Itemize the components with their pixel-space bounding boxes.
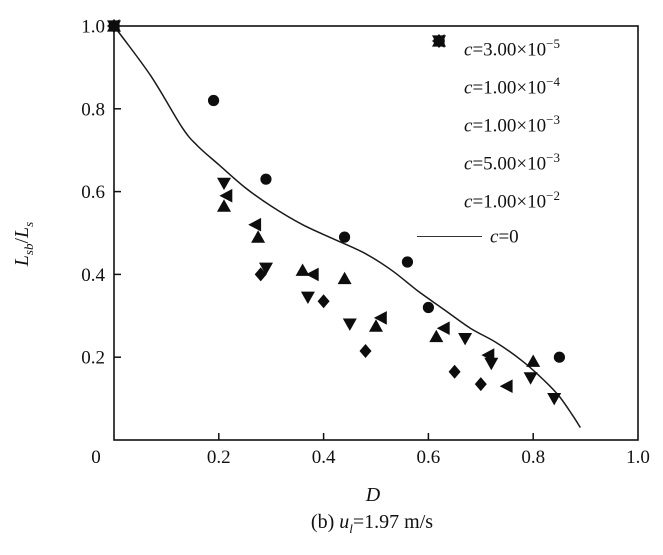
data-point-circle	[260, 173, 272, 185]
data-point-circle	[207, 94, 220, 107]
data-point-triangle-left	[499, 379, 513, 393]
figure-caption: (b) ul=1.97 m/s	[242, 511, 502, 537]
legend-label: c=3.00×10−5	[464, 36, 560, 61]
data-point-triangle-down	[547, 393, 562, 406]
data-point-triangle-down	[484, 357, 499, 371]
x-tick-label: 1.0	[626, 447, 650, 468]
y-axis-label-sub2: s	[21, 221, 36, 227]
data-point-triangle-up	[526, 354, 541, 367]
data-point-triangle-up	[217, 199, 231, 212]
data-point-triangle-left	[436, 321, 450, 335]
caption-subscript: l	[349, 521, 353, 536]
data-point-circle	[338, 231, 351, 243]
legend-line-icon	[417, 235, 482, 237]
legend-item: c=5.00×10−3	[426, 34, 640, 182]
y-axis-label-slash: /	[11, 237, 33, 244]
data-point-triangle-up	[369, 319, 383, 332]
data-point-diamond	[317, 294, 330, 309]
caption-value: =1.97 m/s	[352, 511, 434, 533]
x-axis-label: D	[365, 484, 381, 506]
legend-item: c=1.00×10−2	[426, 34, 640, 220]
caption-prefix: (b)	[310, 511, 340, 533]
data-point-triangle-down	[259, 262, 273, 275]
y-tick-label: 0.8	[81, 99, 105, 120]
data-point-triangle-left	[305, 267, 319, 282]
data-point-circle	[553, 351, 566, 363]
data-point-triangle-down	[342, 318, 357, 331]
data-point-triangle-down	[458, 333, 473, 346]
legend-item: c=1.00×10−4	[426, 34, 640, 106]
data-point-diamond	[448, 364, 461, 379]
legend-label: c=1.00×10−3	[464, 112, 560, 137]
y-axis-label-L1: L	[11, 255, 33, 267]
x-tick-label: 0.6	[417, 447, 441, 468]
curve-c0	[113, 25, 582, 429]
y-axis-label-L2: L	[11, 226, 33, 238]
legend-triangle-left-icon	[431, 34, 445, 48]
data-point-triangle-left	[373, 311, 387, 325]
legend-label: c=1.00×10−4	[464, 74, 560, 99]
x-tick-label: 0.8	[521, 447, 545, 468]
legend-label: c=5.00×10−3	[464, 150, 560, 175]
data-point-diamond	[359, 344, 372, 358]
y-axis-label: Lsb/Ls	[11, 183, 37, 305]
data-point-triangle-left	[219, 188, 233, 203]
x-tick-label: 0.2	[207, 447, 231, 468]
legend-item: c=1.00×10−3	[426, 35, 640, 144]
data-point-diamond	[254, 267, 267, 282]
data-point-triangle-down	[217, 177, 231, 191]
y-tick-label: 1.0	[81, 17, 105, 38]
y-axis-label-sub1: sb	[21, 243, 36, 256]
data-point-diamond	[474, 377, 487, 392]
data-point-circle	[422, 301, 434, 314]
y-tick-label: 0.2	[81, 348, 105, 369]
legend-label: c=0	[490, 226, 519, 248]
data-point-triangle-left	[106, 19, 120, 33]
caption-variable: u	[339, 511, 350, 533]
legend-item: c=3.00×10−5	[426, 30, 640, 68]
x-tick-label: 0	[91, 447, 101, 468]
data-point-triangle-down	[300, 291, 315, 304]
plot-box	[113, 25, 639, 441]
data-point-triangle-up	[337, 271, 352, 285]
data-point-triangle-down	[523, 372, 538, 385]
legend-marker-triangle-left	[431, 34, 445, 48]
legend: c=3.00×10−5 c=1.00×10−4 c=1.00×10−3 c=5.…	[417, 30, 640, 252]
legend-item: c=0	[417, 220, 640, 252]
data-point-triangle-up	[295, 263, 310, 276]
x-tick-label: 0.4	[312, 447, 336, 468]
y-tick-label: 0.6	[81, 182, 105, 203]
data-point-triangle-up	[251, 230, 266, 243]
y-tick-label: 0.4	[81, 265, 105, 286]
data-point-circle	[401, 256, 414, 268]
data-point-triangle-up	[429, 329, 444, 343]
data-point-triangle-left	[481, 348, 495, 362]
legend-label: c=1.00×10−2	[464, 188, 560, 213]
data-point-triangle-left	[248, 217, 262, 232]
